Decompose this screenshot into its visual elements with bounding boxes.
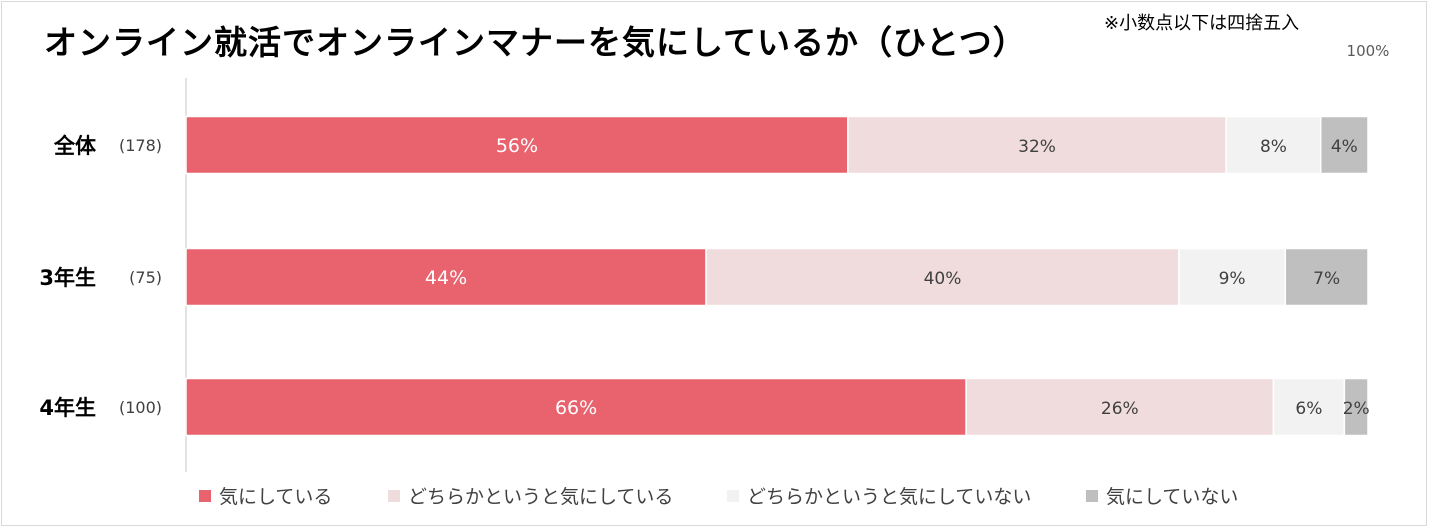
legend-swatch [388,490,400,502]
data-label: 2% [1343,399,1370,419]
sample-count: (75) [129,268,162,287]
bar-segment [185,115,849,175]
legend-label: 気にしていない [1106,486,1238,508]
legend-swatch [727,490,739,502]
chart-title: オンライン就活でオンラインマナーを気にしているか（ひとつ） [44,23,1027,62]
data-label: 4% [1331,137,1358,157]
data-label: 9% [1219,269,1246,289]
bar-segment [185,247,707,307]
sample-count: (178) [119,136,162,155]
bar-segment [1225,115,1322,175]
data-label: 44% [425,267,467,289]
data-label: 6% [1295,399,1322,419]
scale-max-label: 100% [1347,42,1390,60]
data-label: 32% [1018,137,1056,157]
bar-segment [185,377,967,437]
bar-segment [1272,377,1346,437]
data-label: 40% [924,269,962,289]
bar-segment [705,247,1180,307]
category-label: 全体 [53,134,97,158]
data-label: 56% [496,135,538,157]
rounding-note: ※小数点以下は四捨五入 [1104,13,1300,34]
bar-segment [1319,115,1369,175]
bar-segment [1343,377,1369,437]
legend-label: 気にしている [219,486,332,508]
legend-swatch [199,490,211,502]
legend-label: どちらかというと気にしている [408,486,673,508]
category-label: 3年生 [39,266,96,290]
legend-swatch [1086,490,1098,502]
bar-segment [1284,247,1369,307]
data-label: 8% [1260,137,1287,157]
legend-label: どちらかというと気にしていない [747,486,1031,508]
data-label: 7% [1313,269,1340,289]
category-label: 4年生 [39,396,96,420]
sample-count: (100) [119,398,162,417]
data-label: 26% [1101,399,1139,419]
bar-segment [847,115,1227,175]
data-label: 66% [555,397,597,419]
